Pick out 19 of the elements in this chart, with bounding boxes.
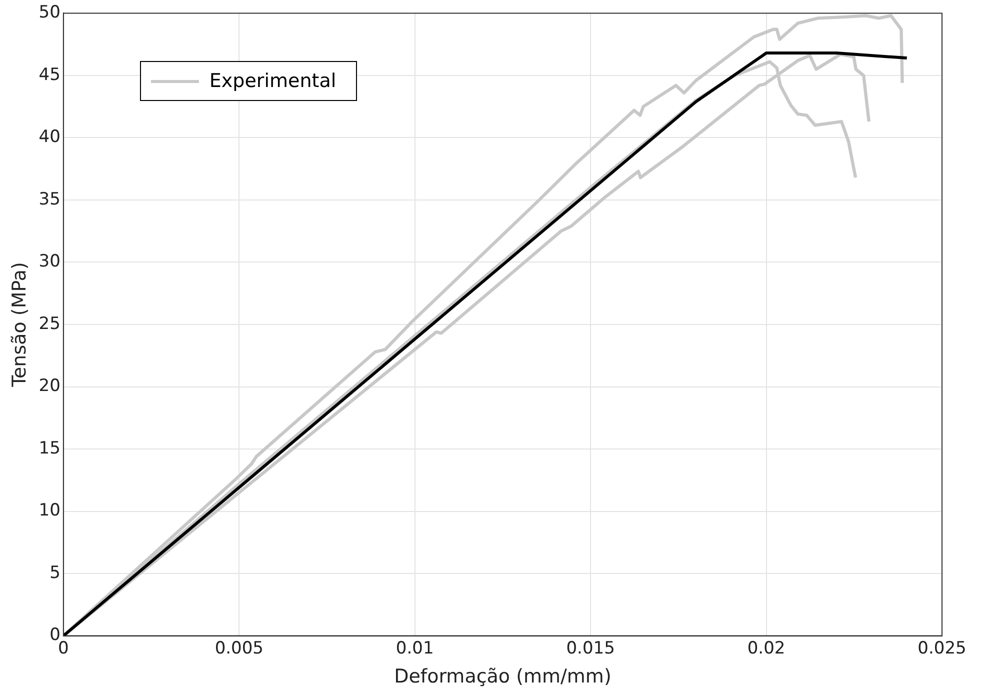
x-tick-label: 0.01 — [396, 638, 434, 658]
y-tick-label: 15 — [38, 438, 60, 458]
x-tick-label: 0.02 — [747, 638, 786, 658]
y-tick-label: 50 — [38, 2, 60, 23]
x-tick-label: 0.025 — [918, 638, 966, 658]
y-tick-label: 40 — [38, 127, 60, 148]
y-axis-title: Tensão (MPa) — [8, 262, 30, 388]
y-tick-label: 10 — [38, 500, 60, 521]
y-tick-label: 5 — [50, 562, 60, 583]
y-tick-label: 35 — [38, 189, 60, 210]
x-tick-label: 0.005 — [214, 638, 264, 658]
y-tick-label: 20 — [38, 376, 60, 396]
legend-label: Experimental — [209, 70, 336, 92]
y-tick-label: 30 — [38, 252, 60, 272]
x-tick-label: 0.015 — [566, 638, 615, 658]
y-tick-label: 0 — [50, 625, 60, 646]
y-tick-label: 45 — [38, 64, 60, 85]
x-axis-title: Deformação (mm/mm) — [394, 666, 612, 688]
y-tick-label: 25 — [38, 314, 60, 334]
